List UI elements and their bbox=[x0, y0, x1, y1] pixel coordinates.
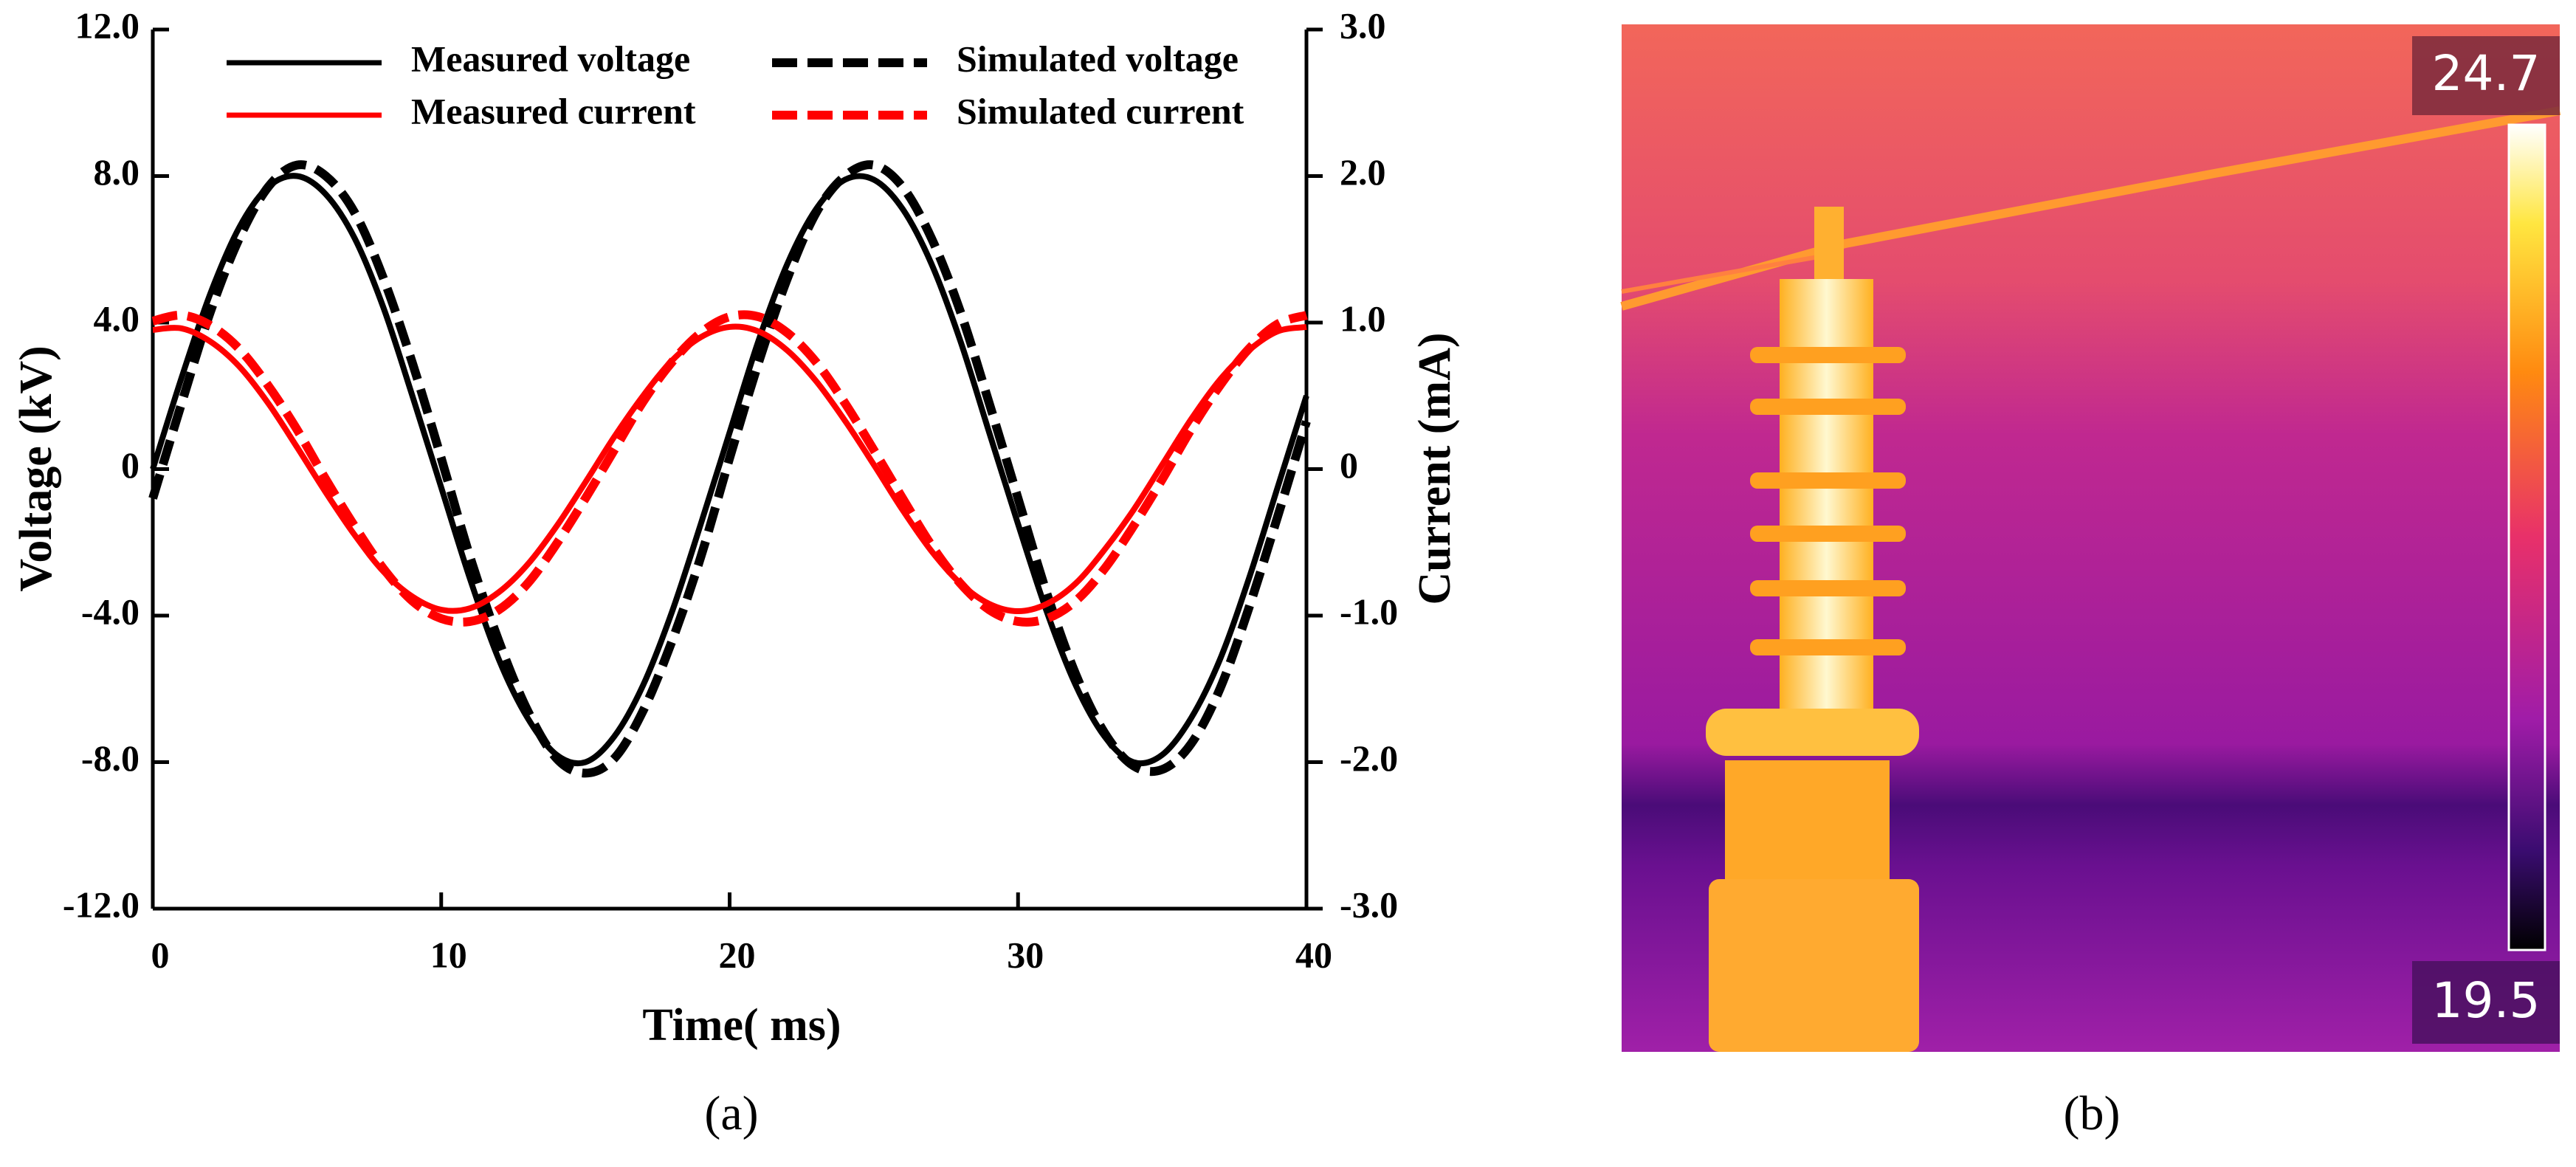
caption: (a) bbox=[704, 1087, 758, 1140]
x-axis-label: Time( ms) bbox=[642, 1000, 841, 1050]
series-line bbox=[150, 173, 1309, 767]
y2-tick-label: 2.0 bbox=[1340, 151, 1386, 193]
y-tick-label: 0 bbox=[121, 444, 140, 486]
legend-label: Measured voltage bbox=[411, 38, 690, 79]
legend-label: Measured current bbox=[411, 90, 696, 131]
shed bbox=[1750, 580, 1906, 596]
series-line bbox=[152, 323, 1307, 615]
thermal-image: 24.7 19.5 (b) bbox=[1620, 24, 2561, 1140]
y-tick-label: -8.0 bbox=[81, 737, 140, 779]
y2-tick-label: -1.0 bbox=[1340, 591, 1398, 632]
series-line bbox=[148, 160, 1311, 778]
y-tick-label: 4.0 bbox=[94, 297, 140, 339]
label-box bbox=[2412, 961, 2560, 1044]
shed bbox=[1750, 526, 1906, 542]
y-tick-label: 12.0 bbox=[75, 4, 140, 46]
y-tick-label: -12.0 bbox=[63, 884, 140, 925]
shed bbox=[1750, 472, 1906, 489]
y2-axis-label: Current (mA) bbox=[1410, 332, 1460, 605]
scale-max: 24.7 bbox=[2432, 45, 2541, 102]
y2-tick-label: -3.0 bbox=[1340, 884, 1398, 925]
shed bbox=[1750, 639, 1906, 655]
color-scale bbox=[2507, 123, 2546, 951]
y2-tick-label: -2.0 bbox=[1340, 737, 1398, 779]
series-line bbox=[151, 310, 1308, 627]
x-tick-label: 0 bbox=[151, 934, 170, 975]
y2-tick-label: 0 bbox=[1340, 444, 1358, 486]
wire bbox=[1621, 252, 1831, 294]
scale-min: 19.5 bbox=[2432, 972, 2541, 1029]
y2-tick-label: 3.0 bbox=[1340, 4, 1386, 46]
x-tick-label: 20 bbox=[719, 934, 756, 975]
label-box bbox=[2412, 36, 2560, 115]
y-tick-label: 8.0 bbox=[94, 151, 140, 193]
line-chart: Voltage (kV) Current (mA) Time( ms) (a) … bbox=[11, 4, 1460, 1140]
x-tick-label: 10 bbox=[430, 934, 467, 975]
shed bbox=[1750, 399, 1906, 415]
x-tick-label: 40 bbox=[1295, 934, 1332, 975]
base-cylinder bbox=[1709, 879, 1919, 1052]
insulator-cap bbox=[1814, 207, 1844, 288]
y2-tick-label: 1.0 bbox=[1340, 297, 1386, 339]
base-disc bbox=[1706, 709, 1919, 756]
x-tick-label: 30 bbox=[1007, 934, 1044, 975]
legend-label: Simulated current bbox=[957, 90, 1244, 131]
wire bbox=[1620, 106, 2561, 311]
caption: (b) bbox=[2064, 1087, 2121, 1140]
base-body bbox=[1725, 760, 1890, 887]
y-axis-label: Voltage (kV) bbox=[11, 345, 61, 592]
legend-label: Simulated voltage bbox=[957, 38, 1239, 79]
insulator-body bbox=[1780, 279, 1873, 729]
y-tick-label: -4.0 bbox=[81, 591, 140, 632]
shed bbox=[1750, 347, 1906, 363]
